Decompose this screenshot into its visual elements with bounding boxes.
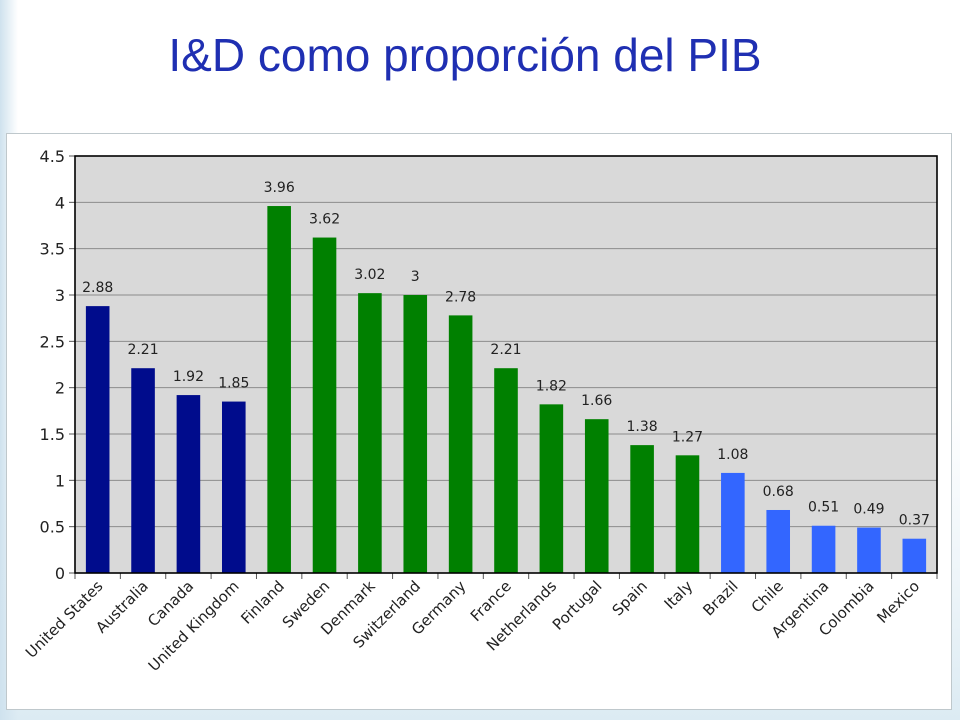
x-tick-label: Spain bbox=[609, 577, 651, 619]
bar-switzerland bbox=[403, 295, 428, 573]
data-label: 0.68 bbox=[763, 484, 794, 500]
bar-netherlands bbox=[539, 404, 564, 573]
y-tick-label: 1.5 bbox=[40, 425, 65, 444]
bar-france bbox=[494, 368, 518, 573]
data-label: 1.92 bbox=[173, 369, 204, 385]
page-title: I&D como proporción del PIB bbox=[168, 29, 762, 81]
plot-border bbox=[74, 155, 938, 574]
y-tick-label: 1 bbox=[55, 471, 65, 490]
bar-australia bbox=[131, 368, 155, 573]
x-tick-label: Portugal bbox=[549, 577, 606, 634]
data-label: 1.38 bbox=[627, 419, 658, 435]
y-tick-label: 3.5 bbox=[40, 240, 65, 259]
x-tick-label: Chile bbox=[748, 577, 787, 616]
y-tick-label: 2.5 bbox=[40, 332, 65, 351]
data-label: 2.88 bbox=[82, 280, 113, 296]
bar-italy bbox=[675, 455, 700, 573]
y-tick-label: 4.5 bbox=[40, 147, 65, 166]
data-label: 0.37 bbox=[899, 513, 930, 529]
bar-spain bbox=[630, 445, 654, 573]
y-tick-label: 0 bbox=[55, 564, 65, 583]
bar-finland bbox=[267, 206, 291, 573]
bar-united-states bbox=[85, 306, 110, 573]
y-tick-label: 4 bbox=[55, 193, 65, 212]
bar-brazil bbox=[721, 472, 745, 573]
chart-frame: 0 0.5 1 1.5 2 2.5 3 3.5 4 4.5 2.88 United States 2.2… bbox=[6, 133, 952, 710]
data-label: 1.27 bbox=[672, 429, 703, 445]
data-label: 3.96 bbox=[264, 180, 295, 196]
y-tick-label: 2 bbox=[55, 379, 65, 398]
data-label: 3.02 bbox=[354, 267, 385, 283]
bar-sweden bbox=[312, 237, 337, 573]
bar-argentina bbox=[811, 525, 836, 573]
x-tick-label: Italy bbox=[661, 577, 697, 613]
data-label: 1.82 bbox=[536, 378, 567, 394]
data-label: 3 bbox=[411, 269, 420, 285]
data-label: 2.21 bbox=[127, 342, 158, 358]
data-label: 0.51 bbox=[808, 500, 839, 516]
bar-colombia bbox=[857, 527, 881, 573]
bar-mexico bbox=[902, 538, 927, 573]
data-label: 3.62 bbox=[309, 212, 340, 228]
x-tick-label: Brazil bbox=[699, 577, 741, 619]
bar-canada bbox=[176, 395, 201, 573]
data-label: 1.66 bbox=[581, 393, 612, 409]
bar-portugal bbox=[584, 419, 609, 573]
bar-germany bbox=[448, 315, 473, 573]
y-tick-label: 3 bbox=[55, 286, 65, 305]
bar-united-kingdom bbox=[221, 401, 246, 573]
bar-denmark bbox=[358, 293, 382, 573]
data-label: 1.85 bbox=[218, 376, 249, 392]
x-tick-label: United States bbox=[22, 577, 107, 662]
data-label: 1.08 bbox=[717, 447, 748, 463]
bar-chile bbox=[766, 509, 791, 573]
data-label: 2.78 bbox=[445, 289, 476, 305]
y-tick-label: 0.5 bbox=[40, 518, 65, 537]
data-label: 0.49 bbox=[853, 502, 884, 518]
x-tick-label: Mexico bbox=[873, 577, 923, 627]
data-label: 2.21 bbox=[490, 342, 521, 358]
